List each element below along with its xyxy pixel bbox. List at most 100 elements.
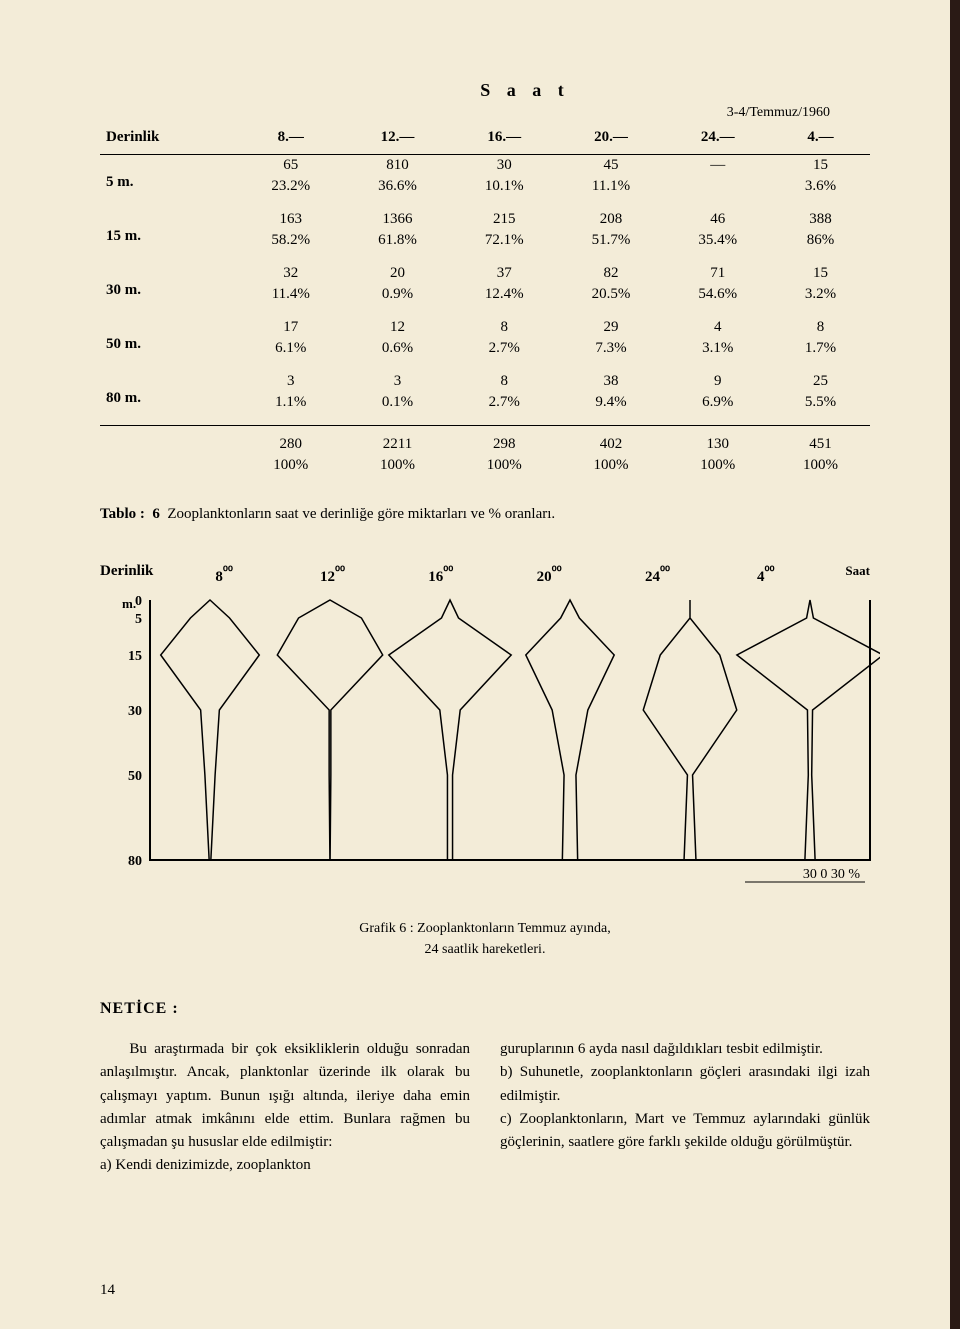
col-h: 16.— bbox=[451, 127, 558, 155]
depth-label: 5 m. bbox=[100, 155, 237, 210]
cell-count: — bbox=[664, 155, 771, 177]
cell-pct: 0.6% bbox=[344, 338, 451, 371]
cell-count: 4 bbox=[664, 317, 771, 338]
cell-pct: 12.4% bbox=[451, 284, 558, 317]
cell-pct: 9.4% bbox=[558, 392, 665, 426]
total-count: 2211 bbox=[344, 426, 451, 456]
cell-pct: 58.2% bbox=[237, 230, 344, 263]
cell-pct: 61.8% bbox=[344, 230, 451, 263]
cell-count: 215 bbox=[451, 209, 558, 230]
col-h: 20.— bbox=[558, 127, 665, 155]
total-count: 130 bbox=[664, 426, 771, 456]
cell-pct: 0.9% bbox=[344, 284, 451, 317]
total-pct: 100% bbox=[558, 455, 665, 476]
cell-pct: 5.5% bbox=[771, 392, 870, 426]
cell-count: 3 bbox=[237, 371, 344, 392]
cell-pct: 72.1% bbox=[451, 230, 558, 263]
x-h: 4⁰⁰ bbox=[712, 563, 820, 586]
cell-count: 45 bbox=[558, 155, 665, 177]
cell-pct: 10.1% bbox=[451, 176, 558, 209]
cell-count: 163 bbox=[237, 209, 344, 230]
cell-pct: 11.4% bbox=[237, 284, 344, 317]
total-count: 280 bbox=[237, 426, 344, 456]
kite-svg: m.0515305080 bbox=[100, 590, 880, 890]
cell-count: 82 bbox=[558, 263, 665, 284]
netice-heading: NETİCE : bbox=[100, 1000, 870, 1018]
svg-text:80: 80 bbox=[128, 854, 142, 869]
body-right: guruplarının 6 ayda nasıl dağıldıkları t… bbox=[500, 1038, 870, 1178]
saat-label: Saat bbox=[820, 563, 870, 586]
svg-text:15: 15 bbox=[128, 649, 142, 664]
cell-pct: 51.7% bbox=[558, 230, 665, 263]
total-count: 451 bbox=[771, 426, 870, 456]
cell-count: 388 bbox=[771, 209, 870, 230]
cell-pct: 2.7% bbox=[451, 392, 558, 426]
total-pct: 100% bbox=[664, 455, 771, 476]
row-header: Derinlik bbox=[100, 127, 237, 155]
cell-pct: 35.4% bbox=[664, 230, 771, 263]
caption-text: Zooplanktonların saat ve derinliğe göre … bbox=[167, 506, 555, 522]
cell-count: 20 bbox=[344, 263, 451, 284]
cell-pct: 3.2% bbox=[771, 284, 870, 317]
body-left: Bu araştırmada bir çok eksikliklerin old… bbox=[100, 1038, 470, 1178]
cell-pct: 0.1% bbox=[344, 392, 451, 426]
caption-num: 6 bbox=[152, 506, 160, 522]
cell-count: 65 bbox=[237, 155, 344, 177]
cell-count: 71 bbox=[664, 263, 771, 284]
cell-count: 17 bbox=[237, 317, 344, 338]
cell-count: 12 bbox=[344, 317, 451, 338]
cell-pct: 23.2% bbox=[237, 176, 344, 209]
cell-count: 8 bbox=[771, 317, 870, 338]
cell-pct: 1.7% bbox=[771, 338, 870, 371]
cell-pct: 20.5% bbox=[558, 284, 665, 317]
cell-count: 38 bbox=[558, 371, 665, 392]
kite-chart: Derinlik 8⁰⁰ 12⁰⁰ 16⁰⁰ 20⁰⁰ 24⁰⁰ 4⁰⁰ Saa… bbox=[100, 563, 870, 890]
cell-pct: 86% bbox=[771, 230, 870, 263]
depth-label: 30 m. bbox=[100, 263, 237, 317]
cell-pct: 1.1% bbox=[237, 392, 344, 426]
col-h: 8.— bbox=[237, 127, 344, 155]
cell-pct bbox=[664, 176, 771, 209]
cell-count: 37 bbox=[451, 263, 558, 284]
depth-label: 50 m. bbox=[100, 317, 237, 371]
cell-count: 30 bbox=[451, 155, 558, 177]
cell-count: 208 bbox=[558, 209, 665, 230]
cell-count: 1366 bbox=[344, 209, 451, 230]
svg-text:5: 5 bbox=[135, 612, 142, 627]
table-title: S a a t bbox=[100, 80, 870, 101]
x-h: 16⁰⁰ bbox=[387, 563, 495, 586]
cell-pct: 36.6% bbox=[344, 176, 451, 209]
caption-prefix: Tablo : bbox=[100, 506, 145, 522]
depth-label: 15 m. bbox=[100, 209, 237, 263]
scale-label: 30 0 30 % bbox=[803, 867, 860, 883]
cell-pct: 3.1% bbox=[664, 338, 771, 371]
body-columns: Bu araştırmada bir çok eksikliklerin old… bbox=[100, 1038, 870, 1178]
cell-pct: 2.7% bbox=[451, 338, 558, 371]
col-h: 12.— bbox=[344, 127, 451, 155]
x-h: 24⁰⁰ bbox=[603, 563, 711, 586]
total-pct: 100% bbox=[237, 455, 344, 476]
cell-count: 3 bbox=[344, 371, 451, 392]
cell-pct: 11.1% bbox=[558, 176, 665, 209]
svg-text:30: 30 bbox=[128, 704, 142, 719]
x-h: 8⁰⁰ bbox=[170, 563, 278, 586]
cell-pct: 6.1% bbox=[237, 338, 344, 371]
page-number: 14 bbox=[100, 1282, 115, 1299]
cell-count: 9 bbox=[664, 371, 771, 392]
cell-count: 8 bbox=[451, 317, 558, 338]
total-pct: 100% bbox=[771, 455, 870, 476]
total-pct: 100% bbox=[344, 455, 451, 476]
cell-count: 15 bbox=[771, 263, 870, 284]
total-count: 402 bbox=[558, 426, 665, 456]
cell-count: 810 bbox=[344, 155, 451, 177]
chart-caption-l2: 24 saatlik hareketleri. bbox=[425, 942, 546, 957]
col-h: 4.— bbox=[771, 127, 870, 155]
data-table: Derinlik 8.— 12.— 16.— 20.— 24.— 4.— 5 m… bbox=[100, 127, 870, 476]
chart-headers: Derinlik 8⁰⁰ 12⁰⁰ 16⁰⁰ 20⁰⁰ 24⁰⁰ 4⁰⁰ Saa… bbox=[100, 563, 870, 586]
cell-count: 46 bbox=[664, 209, 771, 230]
cell-count: 15 bbox=[771, 155, 870, 177]
svg-text:50: 50 bbox=[128, 769, 142, 784]
cell-count: 29 bbox=[558, 317, 665, 338]
cell-pct: 6.9% bbox=[664, 392, 771, 426]
cell-pct: 7.3% bbox=[558, 338, 665, 371]
